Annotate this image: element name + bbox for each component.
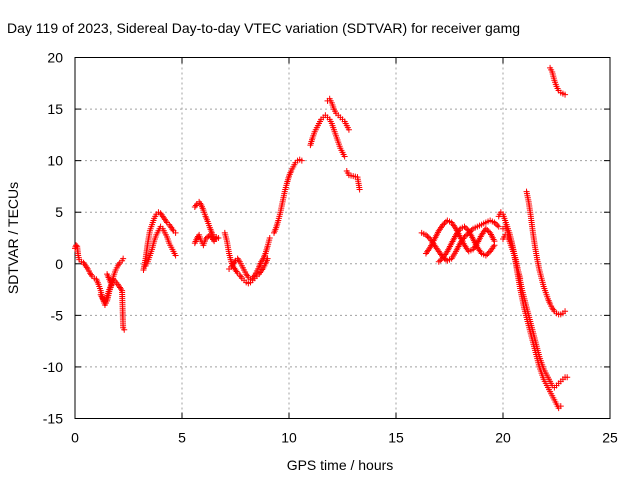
data-point-interp: [441, 220, 448, 227]
x-tick-label: 5: [178, 430, 186, 446]
x-axis-label: GPS time / hours: [287, 457, 394, 473]
data-point: [557, 403, 564, 410]
data-point: [435, 258, 442, 265]
y-axis-label: SDTVAR / TECUs: [5, 182, 21, 294]
y-tick-label: -5: [51, 307, 64, 323]
data-markers: [72, 64, 571, 412]
data-point: [491, 242, 498, 249]
x-tick-label: 25: [602, 430, 618, 446]
x-tick-label: 0: [71, 430, 79, 446]
y-tick-label: 15: [47, 101, 63, 117]
data-point-interp: [462, 232, 469, 239]
y-tick-label: 5: [55, 204, 63, 220]
data-point-interp: [462, 225, 469, 232]
data-point: [213, 233, 220, 240]
data-point: [121, 326, 128, 333]
data-point: [356, 186, 363, 193]
data-point: [266, 235, 273, 241]
data-point: [73, 242, 80, 249]
chart-title: Day 119 of 2023, Sidereal Day-to-day VTE…: [7, 20, 520, 36]
axis-ticks: 0 5 10 15 20 25 -15 -10 -5 0 5 10 15 20: [43, 50, 618, 446]
data-point-interp: [494, 222, 501, 229]
data-point-interp: [437, 257, 444, 264]
grid-lines: [75, 57, 610, 419]
data-point: [202, 236, 209, 243]
data-point: [440, 221, 447, 228]
data-point: [482, 225, 489, 232]
data-point: [482, 252, 489, 259]
data-point-interp: [424, 233, 431, 240]
y-tick-label: 0: [55, 256, 63, 272]
data-point: [517, 275, 524, 282]
data-point: [562, 91, 569, 98]
x-tick-label: 20: [495, 430, 511, 446]
data-point: [422, 231, 429, 238]
data-point: [172, 229, 179, 236]
data-point: [562, 308, 569, 315]
data-point: [341, 153, 348, 160]
x-tick-label: 10: [281, 430, 297, 446]
data-point: [120, 255, 127, 262]
y-tick-label: -10: [43, 359, 63, 375]
plot-frame: [74, 57, 611, 419]
data-point-interp: [485, 228, 492, 235]
data-point: [461, 223, 468, 230]
x-tick-label: 15: [388, 430, 404, 446]
data-point: [491, 219, 498, 226]
data-point-interp: [484, 227, 491, 234]
y-tick-label: -15: [43, 411, 63, 427]
data-point: [298, 157, 305, 164]
data-point: [495, 223, 502, 230]
data-point: [345, 126, 352, 133]
data-point-interp: [464, 226, 471, 233]
data-point-interp: [484, 251, 491, 258]
y-tick-label: 20: [47, 50, 63, 66]
y-tick-label: 10: [47, 153, 63, 169]
data-point: [172, 252, 179, 259]
data-point-interp: [492, 220, 499, 227]
data-point: [564, 374, 571, 381]
